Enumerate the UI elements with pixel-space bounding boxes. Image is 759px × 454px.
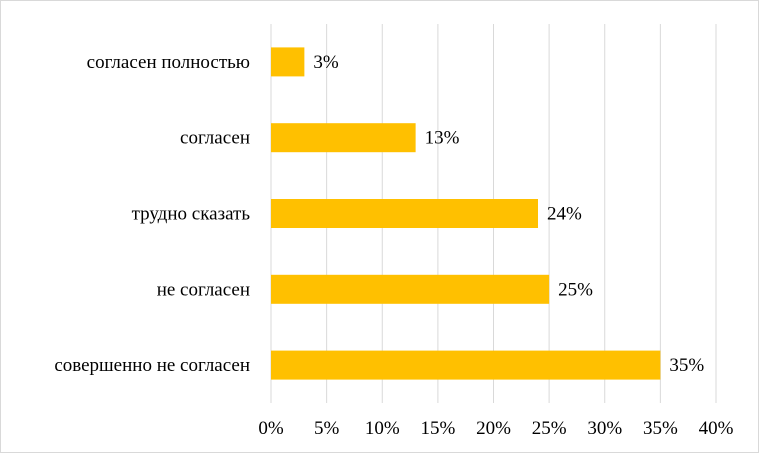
data-label: 24% — [547, 204, 582, 225]
x-tick-label: 30% — [587, 418, 622, 439]
x-tick-label: 15% — [420, 418, 455, 439]
x-tick-label: 25% — [532, 418, 567, 439]
data-label: 35% — [669, 355, 704, 376]
data-label: 13% — [425, 128, 460, 149]
bars — [271, 47, 661, 380]
bar — [271, 350, 661, 380]
data-label: 25% — [558, 279, 593, 300]
bar — [271, 47, 305, 77]
x-tick-label: 10% — [365, 418, 400, 439]
x-tick-label: 40% — [699, 418, 734, 439]
bar — [271, 123, 416, 153]
category-label: согласен полностью — [87, 52, 250, 73]
category-label: трудно сказать — [132, 204, 251, 225]
x-tick-label: 0% — [258, 418, 284, 439]
bar — [271, 199, 538, 228]
category-label: согласен — [180, 128, 250, 149]
x-tick-label: 20% — [476, 418, 511, 439]
bar — [271, 274, 550, 304]
labels: 0% 5% 10% 15% 20% 25% 30% 35% 40% совершенно не с… — [54, 52, 733, 439]
category-label: совершенно не согласен — [54, 355, 250, 376]
x-tick-label: 35% — [643, 418, 678, 439]
data-label: 3% — [313, 52, 339, 73]
x-tick-label: 5% — [314, 418, 340, 439]
category-label: не согласен — [157, 279, 250, 300]
